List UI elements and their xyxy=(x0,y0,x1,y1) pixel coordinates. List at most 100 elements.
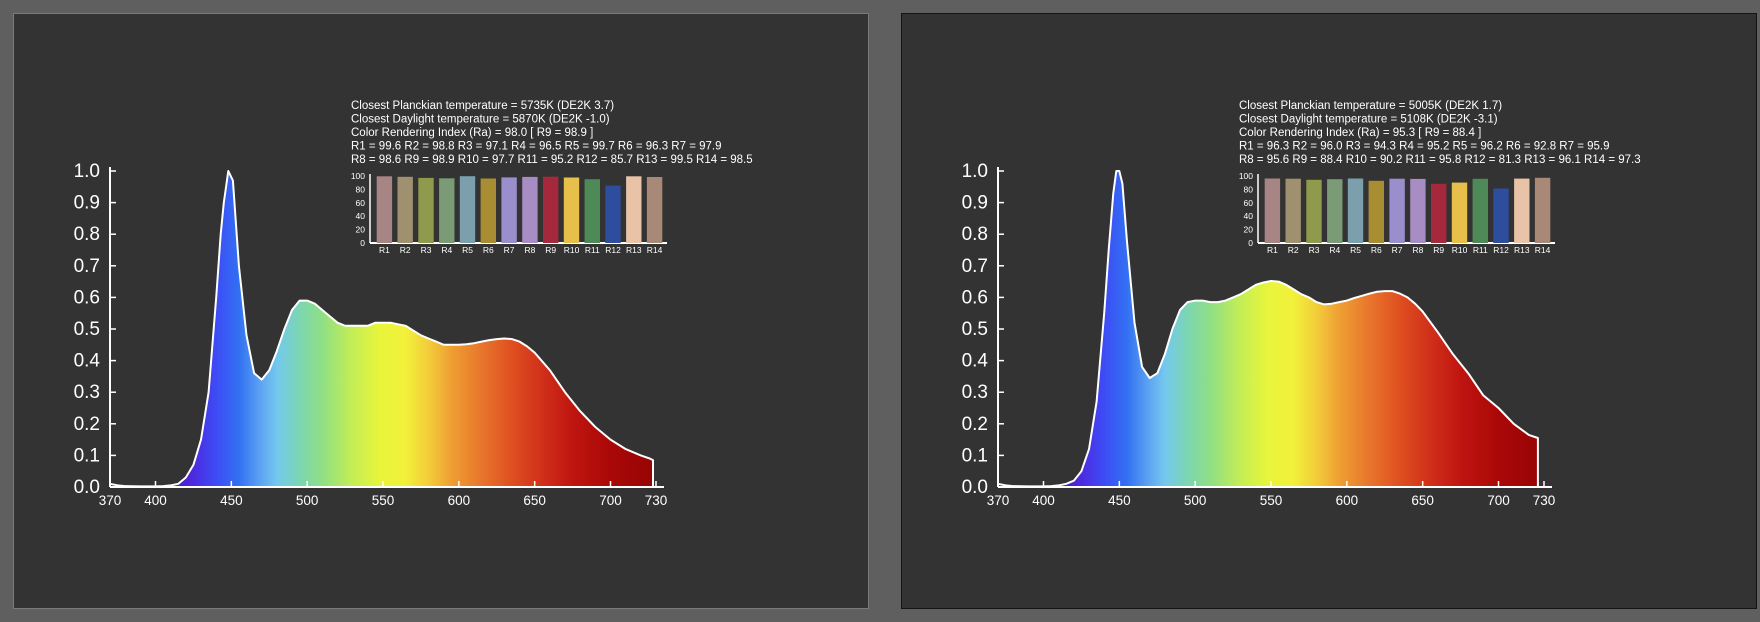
bars-y-tick-label: 60 xyxy=(356,198,366,208)
info-line-3: Color Rendering Index (Ra) = 98.0 [ R9 =… xyxy=(351,127,593,139)
bar-label-r9: R9 xyxy=(545,245,556,255)
y-tick-label: 0.9 xyxy=(962,193,988,214)
x-tick-label: 700 xyxy=(1487,493,1510,508)
bar-label-r4: R4 xyxy=(441,245,452,255)
bars-y-tick-label: 100 xyxy=(351,171,365,181)
info-line-2: Closest Daylight temperature = 5870K (DE… xyxy=(351,114,610,126)
bar-label-r7: R7 xyxy=(504,245,515,255)
y-tick-label: 0.5 xyxy=(74,319,100,340)
x-tick-label: 600 xyxy=(448,493,471,508)
cri-bar-r10 xyxy=(1451,182,1468,243)
x-tick-label: 500 xyxy=(296,493,319,508)
bars-y-tick-label: 80 xyxy=(356,184,366,194)
bar-label-r13: R13 xyxy=(1514,245,1530,255)
y-tick-label: 0.4 xyxy=(962,351,989,372)
bars-y-tick-label: 0 xyxy=(360,238,365,248)
y-tick-label: 0.1 xyxy=(74,445,100,466)
cri-bar-r7 xyxy=(1389,178,1405,243)
cri-bar-r13 xyxy=(626,176,642,243)
bar-label-r10: R10 xyxy=(564,245,580,255)
info-line-1: Closest Planckian temperature = 5735K (D… xyxy=(351,100,614,112)
cri-bar-r13 xyxy=(1514,178,1530,243)
cri-bar-r8 xyxy=(522,176,538,243)
cri-bar-r7 xyxy=(501,177,517,243)
cri-bar-r11 xyxy=(1472,178,1488,243)
spectrum-curve xyxy=(997,170,1539,488)
x-tick-label: 550 xyxy=(372,493,395,508)
bar-label-r6: R6 xyxy=(1371,245,1382,255)
x-tick-label: 400 xyxy=(144,493,167,508)
y-tick-label: 0.8 xyxy=(962,224,988,245)
cri-bar-r14 xyxy=(1534,177,1551,243)
cri-bar-r6 xyxy=(1368,180,1384,243)
y-tick-label: 0.1 xyxy=(962,445,988,466)
spectrum-panel-left: 0.0 0.1 0.2 0.3 0.4 0.5 0.6 0.7 0.8 0.9 1.0 370 400 4… xyxy=(13,13,869,609)
y-tick-label: 0.7 xyxy=(74,256,100,277)
bar-label-r11: R11 xyxy=(1473,245,1488,255)
x-tick-label: 700 xyxy=(599,493,622,508)
cri-bar-r8 xyxy=(1410,178,1426,243)
bar-label-r2: R2 xyxy=(1288,245,1299,255)
bars-y-tick-label: 40 xyxy=(1244,211,1254,221)
cri-bar-r6 xyxy=(480,178,496,243)
x-tick-label: 730 xyxy=(645,493,668,508)
x-tick-label: 550 xyxy=(1260,493,1283,508)
y-tick-label: 1.0 xyxy=(962,161,988,182)
info-line-5: R8 = 95.6 R9 = 88.4 R10 = 90.2 R11 = 95.… xyxy=(1239,154,1641,166)
cri-bar-r4 xyxy=(1327,179,1343,243)
bar-label-r3: R3 xyxy=(1309,245,1320,255)
bar-label-r14: R14 xyxy=(647,245,663,255)
x-tick-label: 450 xyxy=(220,493,243,508)
cri-bar-r2 xyxy=(397,176,413,243)
bar-label-r12: R12 xyxy=(1493,245,1509,255)
y-tick-label: 0.6 xyxy=(74,287,100,308)
bar-label-r4: R4 xyxy=(1329,245,1340,255)
y-tick-label: 0.2 xyxy=(74,414,100,435)
y-tick-label: 0.4 xyxy=(74,351,101,372)
bar-label-r14: R14 xyxy=(1535,245,1551,255)
spectrum-area xyxy=(110,171,653,487)
y-tick-label: 0.9 xyxy=(74,193,100,214)
y-tick-label: 0.0 xyxy=(962,477,988,498)
x-tick-label: 650 xyxy=(523,493,546,508)
info-line-1: Closest Planckian temperature = 5005K (D… xyxy=(1239,100,1502,112)
x-tick-label: 730 xyxy=(1533,493,1556,508)
y-tick-label: 0.3 xyxy=(962,382,988,403)
cri-bar-r2 xyxy=(1285,178,1301,243)
bar-label-r5: R5 xyxy=(1350,245,1361,255)
y-tick-label: 0.6 xyxy=(962,287,988,308)
bars-y-tick-label: 40 xyxy=(356,211,366,221)
bar-label-r7: R7 xyxy=(1392,245,1403,255)
x-tick-label: 450 xyxy=(1108,493,1131,508)
cri-bar-r9 xyxy=(543,176,559,243)
y-tick-label: 0.5 xyxy=(962,319,988,340)
info-line-2: Closest Daylight temperature = 5108K (DE… xyxy=(1239,114,1498,126)
info-line-5: R8 = 98.6 R9 = 98.9 R10 = 97.7 R11 = 95.… xyxy=(351,154,753,166)
bar-label-r8: R8 xyxy=(1412,245,1423,255)
cri-bar-r4 xyxy=(439,178,455,243)
bars-y-tick-label: 20 xyxy=(1244,225,1254,235)
cri-bar-r5 xyxy=(459,176,476,243)
bar-label-r3: R3 xyxy=(421,245,432,255)
spectrum-panel-right: 0.0 0.1 0.2 0.3 0.4 0.5 0.6 0.7 0.8 0.9 1.0 370 400 4… xyxy=(901,13,1757,609)
cri-bar-r12 xyxy=(1493,188,1509,243)
y-tick-label: 0.0 xyxy=(74,477,100,498)
bar-label-r2: R2 xyxy=(400,245,411,255)
cri-bar-r11 xyxy=(584,179,600,243)
bar-label-r13: R13 xyxy=(626,245,642,255)
x-tick-label: 600 xyxy=(1336,493,1359,508)
bars-y-tick-label: 20 xyxy=(356,225,366,235)
cri-bar-r12 xyxy=(605,185,621,243)
cri-bar-r5 xyxy=(1347,178,1364,243)
cri-bar-r3 xyxy=(418,177,434,243)
bar-label-r5: R5 xyxy=(462,245,473,255)
y-tick-label: 0.7 xyxy=(962,256,988,277)
x-tick-label: 650 xyxy=(1411,493,1434,508)
spectrum-area xyxy=(998,171,1538,487)
y-tick-label: 0.8 xyxy=(74,224,100,245)
bars-y-tick-label: 80 xyxy=(1244,184,1254,194)
y-tick-label: 0.3 xyxy=(74,382,100,403)
x-tick-label: 400 xyxy=(1032,493,1055,508)
